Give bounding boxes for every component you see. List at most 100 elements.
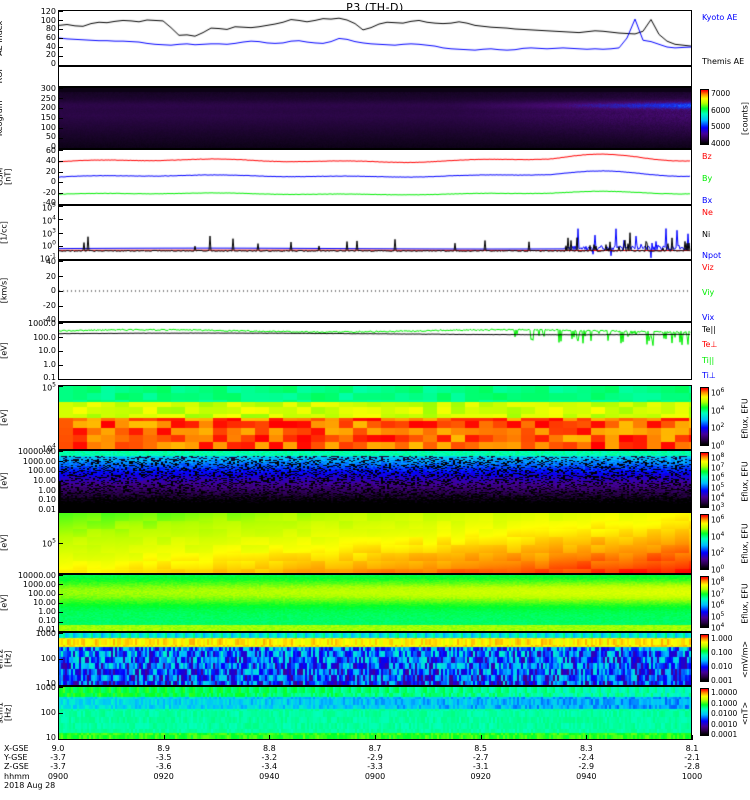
axis-value: 8.3 bbox=[579, 744, 593, 753]
ytick-mark bbox=[58, 148, 63, 149]
legend-te-: Te|| bbox=[702, 325, 716, 334]
panel-canvas-ti-te bbox=[59, 323, 691, 379]
ytick-label: 0 bbox=[50, 177, 56, 187]
ytick-mark bbox=[58, 245, 63, 247]
axis-value: 8.7 bbox=[368, 744, 382, 753]
colorbar-label-keogram: [counts] bbox=[740, 102, 750, 135]
panel-canvas-roi bbox=[59, 67, 691, 86]
ytick-label: 50 bbox=[45, 132, 56, 142]
xtick-mark bbox=[692, 735, 693, 740]
colorbar-tick: 107 bbox=[711, 587, 725, 598]
ytick-mark bbox=[58, 451, 63, 452]
ytick-label: 300 bbox=[40, 84, 56, 93]
legend-ni: Ni bbox=[702, 229, 711, 239]
ytick-mark bbox=[58, 138, 63, 139]
colorbar-tick: 0.010 bbox=[711, 662, 733, 671]
ytick-label: 10 bbox=[45, 733, 56, 742]
axis-value: 8.8 bbox=[262, 744, 276, 753]
ytick-mark bbox=[58, 128, 63, 129]
ytick-label: 40 bbox=[45, 41, 56, 51]
axis-value: 8.5 bbox=[474, 744, 488, 753]
colorbar-tick: 5000 bbox=[711, 122, 731, 132]
ytick-label: 1000 bbox=[35, 683, 56, 692]
ytick-mark bbox=[58, 118, 63, 119]
legend-ne: Ne bbox=[702, 208, 713, 217]
ytick-label: 103 bbox=[41, 227, 56, 238]
yticks-ae-index: 120 100 80 60 40 20 0 bbox=[10, 8, 56, 68]
axis-value: 0920 bbox=[470, 771, 491, 781]
yticks-sst-i: 105 bbox=[10, 512, 56, 574]
ytick-label: 20 bbox=[45, 271, 56, 281]
colorbar-tick: 108 bbox=[711, 451, 725, 463]
axis-value: 8.1 bbox=[685, 744, 699, 753]
axis-value: -3.3 bbox=[367, 762, 383, 772]
ytick-label: 10000.00 bbox=[17, 571, 56, 580]
ytick-mark bbox=[58, 584, 63, 586]
panel-canvas-esa-e bbox=[59, 451, 691, 511]
colorbar-tick: 104 bbox=[711, 491, 725, 503]
colorbar-tick: 108 bbox=[711, 575, 725, 587]
ytick-mark bbox=[58, 631, 63, 632]
ylabel-sst-e: SST e-[eV] bbox=[0, 408, 8, 426]
axis-value: -3.7 bbox=[50, 753, 66, 763]
colorbar-esa-e bbox=[700, 452, 709, 508]
axis-value: -2.8 bbox=[684, 762, 700, 772]
xtick-mark bbox=[269, 735, 271, 740]
axis-date: 2018 Aug 28 bbox=[4, 780, 56, 790]
colorbar-tick: 102 bbox=[711, 547, 725, 558]
colorbar-tick: 106 bbox=[711, 386, 725, 398]
legend-te-: Te⊥ bbox=[702, 340, 718, 350]
legend-ti-: Ti|| bbox=[702, 355, 715, 365]
ylabel-fbk-e12: FBKefi12[Hz] bbox=[0, 648, 13, 669]
xtick-mark bbox=[480, 735, 482, 740]
axis-value: -3.1 bbox=[472, 762, 489, 772]
ytick-mark bbox=[58, 47, 63, 48]
yticks-keogram: 300 250 200 150 100 50 0 bbox=[10, 84, 56, 151]
ylabel-esa-e: e-[eV] bbox=[0, 472, 8, 489]
ytick-label: 10 bbox=[45, 679, 56, 688]
yticks-ni: 105 104 103 100 10-1 bbox=[10, 202, 56, 263]
axis-value: 0920 bbox=[153, 771, 174, 781]
panel-canvas-sst-i bbox=[59, 513, 691, 573]
ytick-label: 0.1 bbox=[43, 373, 56, 382]
colorbar-keogram bbox=[700, 89, 709, 145]
ytick-label: 0.01 bbox=[38, 625, 56, 634]
yticks-fbk-e12: 1000 100 10 bbox=[10, 630, 56, 688]
ytick-label: 10.00 bbox=[33, 598, 56, 607]
colorbar-label-esa-e: Eflux, EFU bbox=[740, 461, 750, 502]
ytick-mark bbox=[58, 713, 63, 714]
ytick-label: 20 bbox=[45, 166, 56, 176]
ytick-mark bbox=[58, 739, 63, 740]
colorbar-tick: 0.0001 bbox=[711, 730, 738, 739]
ytick-label: 1.0 bbox=[43, 359, 56, 369]
colorbar-label-fbk-scm: <nT> bbox=[740, 701, 750, 726]
ytick-label: 100.00 bbox=[28, 466, 56, 476]
ytick-label: 80 bbox=[45, 24, 56, 34]
ytick-label: 104 bbox=[41, 442, 56, 454]
legend-npot: Npot bbox=[702, 251, 722, 260]
legend-bx: Bx bbox=[702, 196, 713, 205]
ytick-mark bbox=[58, 685, 63, 686]
legend-themis-ae: Themis AE bbox=[702, 57, 745, 66]
axis-value: -2.4 bbox=[578, 753, 595, 763]
colorbar-canvas bbox=[701, 388, 708, 445]
axis-row-label-z-gse: Z-GSE bbox=[4, 762, 29, 772]
panel-vi bbox=[58, 260, 692, 322]
colorbar-label-fbk-e12: <mV/m> bbox=[740, 640, 750, 679]
ytick-label: 60 bbox=[45, 33, 56, 42]
colorbar-canvas bbox=[701, 635, 708, 681]
ytick-mark bbox=[58, 603, 63, 604]
colorbar-tick: 100 bbox=[711, 563, 725, 575]
panel-ni bbox=[58, 205, 692, 260]
ytick-mark bbox=[58, 232, 63, 234]
colorbar-tick: 106 bbox=[711, 513, 725, 525]
colorbar-canvas bbox=[701, 453, 708, 507]
ylabel-fbk-scm: FBKscm1[Hz] bbox=[0, 701, 13, 723]
ytick-mark bbox=[58, 182, 63, 184]
axis-row-label-hhmm: hhmm bbox=[4, 771, 30, 781]
axis-value: -2.9 bbox=[367, 753, 383, 763]
ytick-mark bbox=[58, 323, 63, 324]
panel-canvas-fbk-e12 bbox=[59, 633, 691, 685]
panel-esa-e bbox=[58, 450, 692, 512]
ytick-label: 0 bbox=[50, 59, 56, 68]
